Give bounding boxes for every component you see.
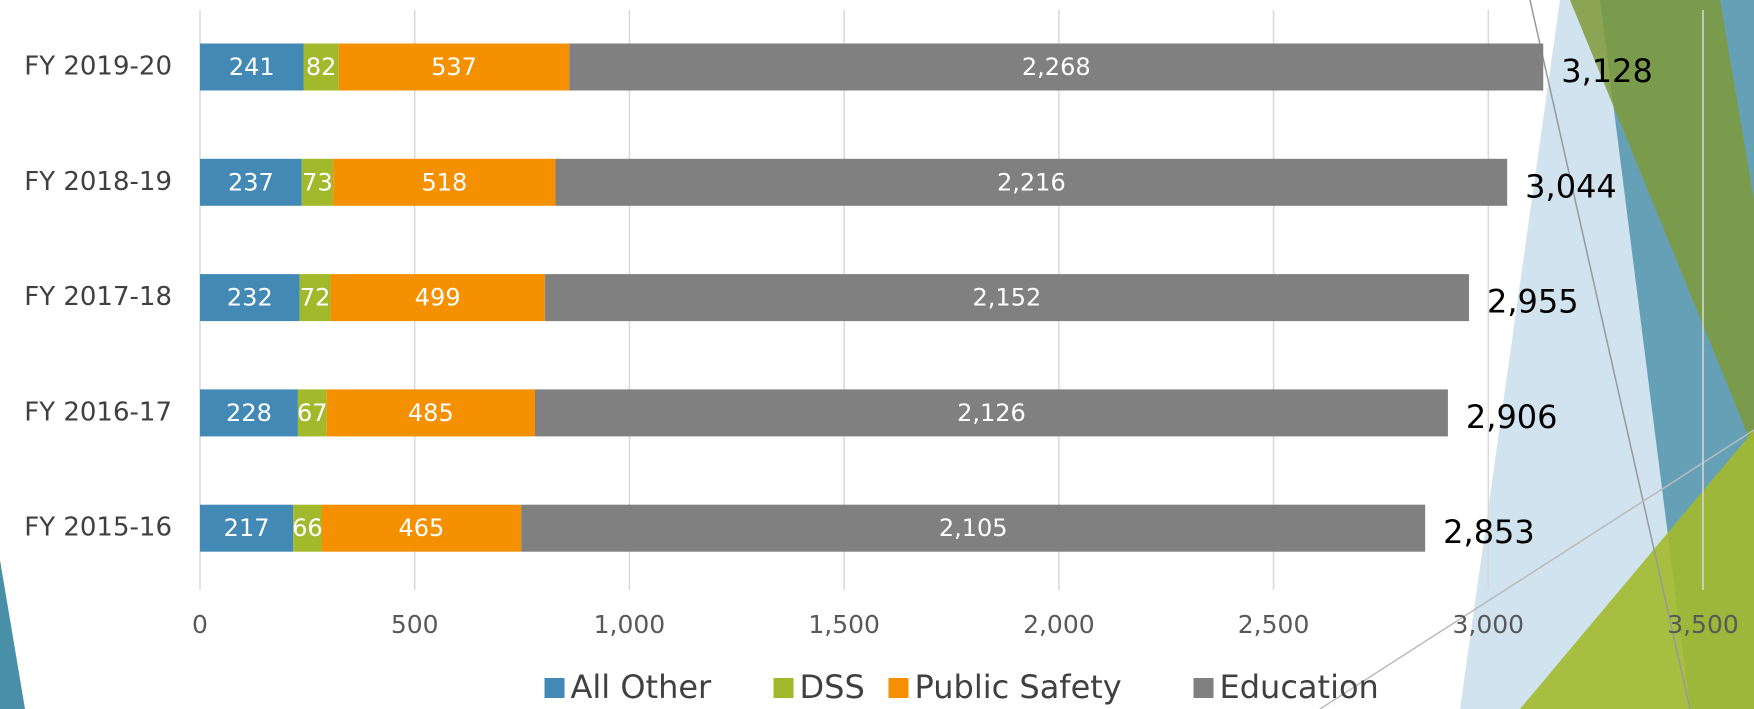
x-tick-label: 3,000: [1452, 610, 1524, 639]
y-tick-label: FY 2016-17: [24, 397, 172, 427]
decoration: [0, 0, 1754, 709]
value-label: 537: [431, 53, 477, 81]
x-tick-label: 500: [391, 610, 439, 639]
value-label: 2,126: [957, 399, 1026, 427]
value-label: 73: [302, 168, 333, 196]
value-label: 2,216: [997, 168, 1066, 196]
legend-swatch: [545, 678, 565, 698]
legend-label: Public Safety: [915, 668, 1122, 706]
value-label: 217: [224, 514, 270, 542]
total-label: 2,906: [1466, 398, 1558, 436]
value-label: 72: [300, 284, 331, 312]
legend-swatch: [1194, 678, 1214, 698]
x-tick-label: 3,500: [1667, 610, 1739, 639]
value-label: 66: [292, 514, 323, 542]
value-label: 237: [228, 168, 274, 196]
legend-swatch: [774, 678, 794, 698]
value-label: 2,152: [973, 284, 1042, 312]
value-label: 232: [227, 284, 273, 312]
chart: 0 500 1,000 1,500 2,000 2,500 3,000 3,500 FY 201…: [0, 0, 1754, 709]
legend-label: DSS: [800, 668, 865, 706]
y-tick-label: FY 2018-19: [24, 167, 172, 197]
x-tick-label: 1,500: [808, 610, 880, 639]
value-label: 2,105: [939, 514, 1008, 542]
value-label: 499: [415, 284, 461, 312]
total-label: 2,853: [1443, 513, 1535, 551]
total-label: 2,955: [1487, 283, 1579, 321]
value-label: 228: [226, 399, 272, 427]
total-label: 3,128: [1561, 52, 1653, 90]
value-label: 518: [421, 168, 467, 196]
value-label: 67: [297, 399, 328, 427]
value-label: 485: [408, 399, 454, 427]
y-tick-label: FY 2015-16: [24, 513, 172, 543]
x-tick-label: 2,500: [1238, 610, 1310, 639]
x-tick-label: 1,000: [594, 610, 666, 639]
value-label: 82: [306, 53, 337, 81]
y-tick-label: FY 2017-18: [24, 282, 172, 312]
value-label: 241: [229, 53, 275, 81]
total-label: 3,044: [1525, 167, 1617, 205]
legend-swatch: [889, 678, 909, 698]
value-label: 465: [398, 514, 444, 542]
value-label: 2,268: [1022, 53, 1091, 81]
x-tick-label: 0: [192, 610, 208, 639]
legend-label: Education: [1220, 668, 1379, 706]
legend-label: All Other: [571, 668, 713, 706]
x-tick-label: 2,000: [1023, 610, 1095, 639]
y-tick-label: FY 2019-20: [24, 52, 172, 82]
